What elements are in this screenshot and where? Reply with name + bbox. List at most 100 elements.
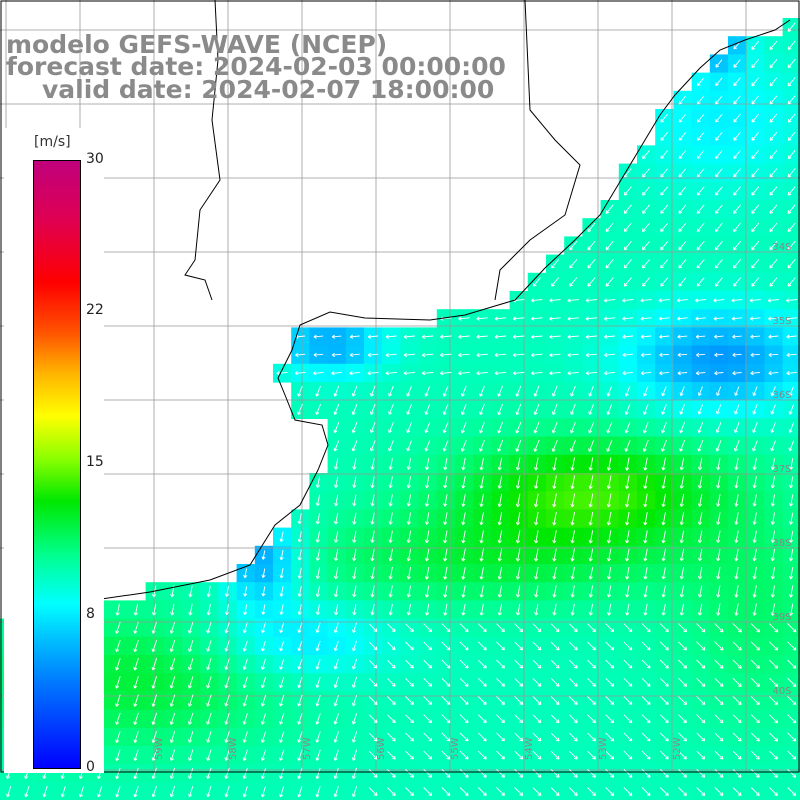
wind-arrow <box>552 566 557 580</box>
wind-arrow <box>367 334 379 339</box>
wind-arrow <box>351 440 358 452</box>
wind-arrow <box>387 623 396 633</box>
wind-arrow <box>679 493 685 507</box>
wind-arrow <box>716 585 721 598</box>
wind-arrow <box>642 259 651 269</box>
wind-arrow <box>532 750 542 760</box>
wind-arrow <box>242 676 248 689</box>
wind-arrow <box>387 678 396 687</box>
wind-arrow <box>714 259 723 269</box>
wind-arrow <box>313 371 324 376</box>
wind-arrow <box>678 768 687 778</box>
longitude-label: 56W <box>376 737 387 760</box>
wind-arrow <box>367 352 379 358</box>
wind-arrow <box>370 585 375 598</box>
wind-arrow <box>515 585 521 598</box>
wind-arrow <box>297 694 303 707</box>
wind-arrow <box>170 603 175 616</box>
wind-arrow <box>605 641 615 651</box>
wind-arrow <box>477 659 487 669</box>
wind-arrow <box>151 621 157 634</box>
wind-arrow <box>497 439 504 452</box>
wind-arrow <box>714 787 724 796</box>
wind-arrow <box>115 621 121 634</box>
wind-arrow <box>443 530 448 544</box>
wind-arrow <box>714 204 723 214</box>
wind-arrow <box>642 421 649 434</box>
wind-arrow <box>604 334 616 339</box>
wind-arrow <box>788 440 795 452</box>
wind-arrow <box>406 548 412 562</box>
wind-arrow <box>770 422 776 434</box>
wind-arrow <box>787 750 797 760</box>
wind-arrow <box>533 403 540 415</box>
wind-arrow <box>588 421 595 434</box>
wind-arrow <box>424 403 431 415</box>
wind-arrow <box>696 259 705 269</box>
wind-arrow <box>588 493 594 508</box>
wind-arrow <box>388 403 394 415</box>
wind-arrow <box>658 298 670 303</box>
wind-arrow <box>677 334 688 339</box>
wind-arrow <box>460 440 467 452</box>
wind-arrow <box>405 696 414 705</box>
wind-arrow <box>659 677 669 687</box>
wind-arrow <box>642 168 650 178</box>
wind-arrow <box>551 421 558 434</box>
wind-arrow <box>388 530 393 543</box>
wind-arrow <box>606 548 612 562</box>
wind-arrow <box>551 259 560 269</box>
wind-arrow <box>206 731 212 743</box>
wind-arrow <box>315 512 321 525</box>
wind-arrow <box>623 768 633 778</box>
wind-arrow <box>751 240 760 251</box>
wind-arrow <box>587 277 596 287</box>
wind-arrow <box>570 566 575 580</box>
wind-arrow <box>460 385 467 397</box>
wind-arrow <box>787 623 797 633</box>
wind-arrow <box>788 585 794 598</box>
wind-arrow <box>752 494 757 507</box>
forecast-date: forecast date: 2024-02-03 00:00:00 <box>6 52 506 81</box>
wind-arrow <box>315 385 321 397</box>
wind-arrow <box>169 621 176 634</box>
wind-arrow <box>733 77 741 87</box>
wind-arrow <box>405 732 414 742</box>
wind-arrow <box>351 694 358 707</box>
wind-arrow <box>714 352 724 357</box>
wind-arrow <box>714 659 724 669</box>
wind-arrow <box>331 334 342 339</box>
wind-arrow <box>787 59 796 69</box>
wind-arrow <box>769 277 778 287</box>
wind-arrow <box>588 475 594 490</box>
wind-arrow <box>459 677 469 687</box>
wind-arrow <box>424 440 431 452</box>
wind-arrow <box>133 712 139 725</box>
wind-arrow <box>333 512 339 525</box>
wind-arrow <box>770 494 776 507</box>
wind-arrow <box>532 677 542 687</box>
wind-arrow <box>279 731 285 743</box>
wind-arrow <box>477 750 487 760</box>
wind-arrow <box>678 204 687 214</box>
wind-arrow <box>606 403 613 415</box>
wind-arrow <box>677 316 688 321</box>
wind-arrow <box>623 259 632 269</box>
wind-arrow <box>334 476 339 489</box>
wind-arrow <box>697 404 704 415</box>
wind-arrow <box>642 204 650 214</box>
wind-arrow <box>643 603 648 616</box>
wind-arrow <box>768 659 779 669</box>
wind-arrow <box>461 512 466 526</box>
wind-arrow <box>606 421 613 434</box>
wind-arrow <box>315 403 322 415</box>
wind-arrow <box>188 767 194 780</box>
wind-arrow <box>368 696 378 705</box>
wind-arrow <box>752 404 758 415</box>
wind-arrow <box>661 475 666 489</box>
wind-arrow <box>260 731 267 743</box>
wind-arrow <box>661 439 667 452</box>
wind-arrow <box>679 512 685 526</box>
wind-arrow <box>424 566 430 580</box>
wind-arrow <box>388 512 393 525</box>
